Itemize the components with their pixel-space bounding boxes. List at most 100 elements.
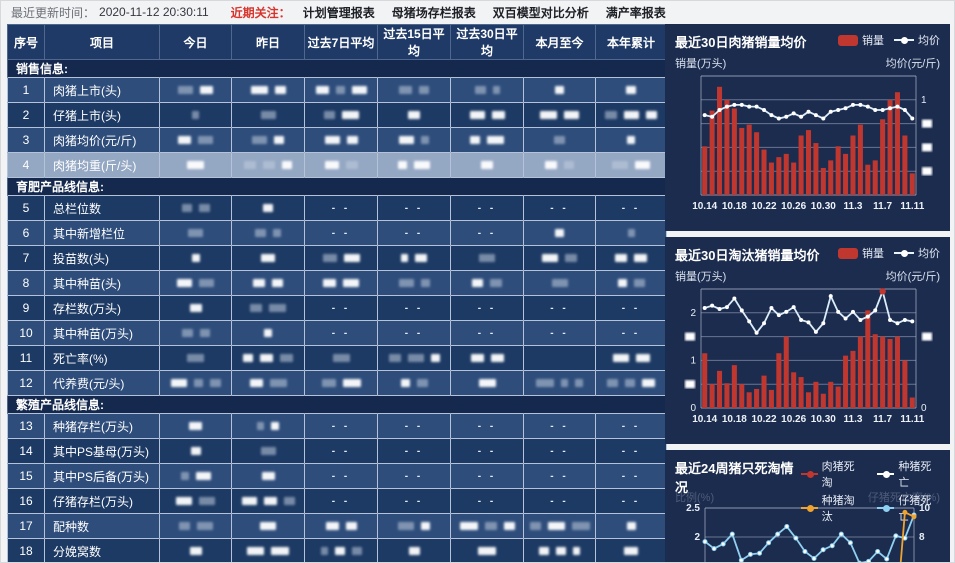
data-cell [159,245,232,271]
data-cell [304,127,378,153]
redacted-value [528,79,591,102]
redacted-value [455,154,519,177]
table-row[interactable]: 6 其中新增栏位 - - - - - - [7,220,667,246]
svg-text:11.7: 11.7 [873,414,892,425]
column-header: 本月至今 [523,24,596,60]
redacted-value [382,129,446,152]
no-data-dash: - - [331,227,351,239]
redacted-value [309,347,373,370]
redacted-value [309,540,373,563]
data-cell [377,127,451,153]
no-data-dash: - - [404,202,424,214]
redacted-value [309,372,373,395]
no-data-dash: - - [404,302,424,314]
table-row[interactable]: 12 代养费(元/头) [7,370,667,396]
redacted-value [382,272,446,295]
table-row[interactable]: 17 配种数 [7,513,667,539]
table-row[interactable]: 16 仔猪存栏(万头) - - - - - - - - - - [7,488,667,514]
svg-text:8: 8 [919,532,925,543]
data-cell: - - [377,220,451,246]
svg-text:2: 2 [694,532,700,543]
tab-plan-report[interactable]: 计划管理报表 [302,5,375,20]
tab-full-capacity-report[interactable]: 满产率报表 [605,5,666,20]
redacted-value [309,272,373,295]
row-item-name: 代养费(元/头) [44,370,160,396]
redacted-value [455,272,519,295]
data-cell [231,413,305,439]
data-cell [231,77,305,103]
data-cell: - - [377,295,451,321]
legend-item-sales[interactable]: 销量 [838,245,884,261]
redacted-value [600,515,662,538]
data-cell [304,245,378,271]
legend-item-avg-price[interactable]: 均价 [894,245,940,261]
legend-item-sales[interactable]: 销量 [838,32,884,48]
data-cell: - - [450,438,524,464]
table-row[interactable]: 13 种猪存栏(万头) - - - - - - - - - - [7,413,667,439]
no-data-dash: - - [404,327,424,339]
data-cell [450,152,524,178]
row-item-name: 种猪存栏(万头) [44,413,160,439]
table-row[interactable]: 1 肉猪上市(头) [7,77,667,103]
legend-item[interactable]: 肉猪死淘 [800,458,864,490]
table-row[interactable]: 18 分娩窝数 [7,538,667,563]
redacted-value [600,154,662,177]
data-cell: - - [450,463,524,489]
legend-item[interactable]: 种猪淘汰 [800,492,864,524]
data-cell [595,245,667,271]
redacted-value [309,154,373,177]
svg-text:10.30: 10.30 [811,414,836,425]
table-row[interactable]: 7 投苗数(头) [7,245,667,271]
row-item-name: 总栏位数 [44,195,160,221]
tab-sow-farm-report[interactable]: 母猪场存栏报表 [391,5,476,20]
table-row[interactable]: 8 其中种苗(头) [7,270,667,296]
data-cell [231,220,305,246]
data-cell: - - [595,463,667,489]
table-row[interactable]: 2 仔猪上市(头) [7,102,667,128]
table-row[interactable]: 5 总栏位数 - - - - - - - - - - [7,195,667,221]
svg-text:11.3: 11.3 [844,414,863,425]
svg-text:2: 2 [690,308,696,319]
redacted-value [382,154,446,177]
line-legend-icon [877,470,895,478]
data-cell [231,195,305,221]
chart-title: 最近30日淘汰猪销量均价 [675,248,820,263]
data-cell: - - [304,438,378,464]
redacted-value [164,540,227,563]
data-cell [377,370,451,396]
tab-model-compare[interactable]: 双百模型对比分析 [492,5,589,20]
y-left-axis-label: 比例(%) [675,492,715,504]
table-row[interactable]: 11 死亡率(%) [7,345,667,371]
redacted-value [236,154,300,177]
no-data-dash: - - [550,202,569,214]
table-row[interactable]: 14 其中PS基母(万头) - - - - - - - - - - [7,438,667,464]
section-header-row: 育肥产品线信息: [7,177,667,196]
no-data-dash: - - [331,470,351,482]
svg-text:10.30: 10.30 [811,201,836,212]
table-row[interactable]: 15 其中PS后备(万头) - - - - - - - - - - [7,463,667,489]
data-cell: - - [450,195,524,221]
legend-item[interactable]: 种猪死亡 [877,458,940,490]
no-data-dash: - - [550,470,569,482]
no-data-dash: - - [621,470,641,482]
redacted-value [164,247,227,270]
table-row[interactable]: 10 其中种苗(万头) - - - - - - - - - - [7,320,667,346]
row-number: 10 [7,320,45,346]
svg-text:10.14: 10.14 [692,201,717,212]
redacted-value [455,515,519,538]
data-cell: - - [523,195,596,221]
data-cell: - - [377,488,451,514]
table-row[interactable]: 3 肉猪均价(元/斤) [7,127,667,153]
data-cell: - - [450,320,524,346]
data-cell [595,102,667,128]
data-cell [523,370,596,396]
y-right-axis-label: 仔猪死亡率(%) [867,492,940,504]
row-item-name: 肉猪上市(头) [44,77,160,103]
legend-item-avg-price[interactable]: 均价 [894,32,940,48]
table-row[interactable]: 9 存栏数(万头) - - - - - - - - - - [7,295,667,321]
redacted-value [236,272,300,295]
data-cell [231,345,305,371]
table-row[interactable]: 4 肉猪均重(斤/头) [7,152,667,178]
data-cell: - - [377,195,451,221]
data-cell [450,102,524,128]
